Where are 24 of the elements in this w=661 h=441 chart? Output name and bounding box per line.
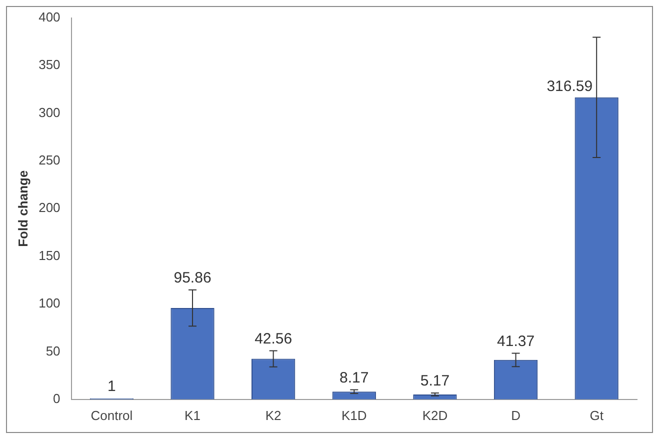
data-label: 95.86 bbox=[174, 269, 212, 286]
x-tick-label: K1D bbox=[341, 408, 367, 423]
y-tick-label: 200 bbox=[38, 200, 60, 216]
y-axis-title: Fold change bbox=[15, 170, 30, 247]
data-label: 5.17 bbox=[420, 372, 450, 390]
x-tick-label: K2D bbox=[422, 408, 448, 423]
y-tick-label: 300 bbox=[38, 104, 60, 120]
y-tick-label: 350 bbox=[38, 57, 60, 72]
y-tick-label: 50 bbox=[46, 343, 60, 358]
y-tick-label: 0 bbox=[53, 390, 60, 406]
y-tick-label: 150 bbox=[38, 248, 60, 263]
x-tick-label: K1 bbox=[184, 408, 200, 423]
data-label: 8.17 bbox=[340, 369, 369, 386]
x-tick-label: K2 bbox=[265, 408, 282, 423]
x-tick-label: D bbox=[511, 408, 520, 423]
x-tick-label: Control bbox=[90, 408, 133, 423]
x-tick-label: Gt bbox=[590, 408, 604, 423]
y-tick-label: 250 bbox=[38, 152, 60, 168]
y-tick-label: 400 bbox=[38, 9, 60, 24]
data-label: 1 bbox=[108, 378, 116, 396]
y-tick-label: 100 bbox=[38, 296, 60, 311]
data-label: 42.56 bbox=[254, 330, 292, 348]
data-label: 41.37 bbox=[497, 332, 535, 350]
data-label: 316.59 bbox=[546, 78, 593, 96]
